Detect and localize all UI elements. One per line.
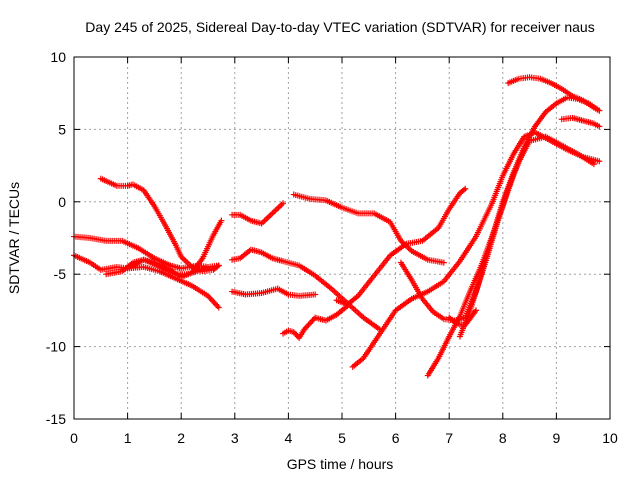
- series-arc-17: [505, 74, 603, 114]
- series-arc-8: [229, 285, 319, 299]
- series-arc-6: [229, 200, 287, 227]
- series-arc-11: [333, 185, 469, 308]
- series-arc-10: [290, 191, 447, 266]
- series-arc-5: [124, 217, 225, 281]
- data-point-marker: [590, 161, 597, 168]
- y-tick-label: 10: [50, 49, 66, 65]
- x-tick-label: 5: [338, 430, 346, 446]
- x-tick-label: 2: [177, 430, 185, 446]
- y-tick-label: -10: [46, 339, 66, 355]
- data-point-marker: [214, 263, 221, 270]
- axis-ticks: 0 1 2 3 4 5 6 7 8 9 10 -15 -10 -5 0 5 10: [46, 49, 618, 446]
- x-tick-label: 9: [553, 430, 561, 446]
- data-point-marker: [596, 123, 603, 130]
- data-point-marker: [460, 186, 467, 193]
- data-point-marker: [215, 262, 222, 269]
- x-tick-label: 8: [499, 430, 507, 446]
- plot-frame: [73, 56, 611, 420]
- y-tick-label: -5: [54, 266, 67, 282]
- series-arc-2: [71, 252, 222, 311]
- x-tick-label: 7: [445, 430, 453, 446]
- series-arc-18: [558, 114, 603, 130]
- chart-title: Day 245 of 2025, Sidereal Day-to-day VTE…: [85, 19, 594, 35]
- data-point-marker: [312, 291, 319, 298]
- data-point-marker: [596, 158, 603, 165]
- data-point-marker: [280, 200, 287, 207]
- data-point-marker: [215, 304, 222, 311]
- series-arc-16: [456, 94, 603, 340]
- data-point-marker: [450, 317, 457, 324]
- x-tick-label: 3: [231, 430, 239, 446]
- x-tick-label: 6: [392, 430, 400, 446]
- series-arc-12: [349, 129, 603, 370]
- data-point-marker: [218, 217, 225, 224]
- y-axis-label: SDTVAR / TECUs: [6, 182, 22, 294]
- x-tick-label: 1: [124, 430, 132, 446]
- x-axis-label: GPS time / hours: [287, 456, 394, 472]
- x-tick-label: 10: [602, 430, 618, 446]
- data-point-marker: [473, 307, 479, 314]
- series-arc-4: [97, 175, 222, 275]
- x-tick-label: 4: [285, 430, 293, 446]
- x-tick-label: 0: [70, 430, 78, 446]
- y-tick-label: 5: [58, 121, 66, 137]
- data-point-marker: [596, 107, 603, 114]
- grid-lines: [74, 57, 610, 419]
- plot-area: [71, 74, 603, 379]
- data-point-marker: [462, 185, 469, 192]
- data-point-marker: [440, 259, 447, 266]
- y-tick-label: -15: [46, 411, 66, 427]
- y-tick-label: 0: [58, 194, 66, 210]
